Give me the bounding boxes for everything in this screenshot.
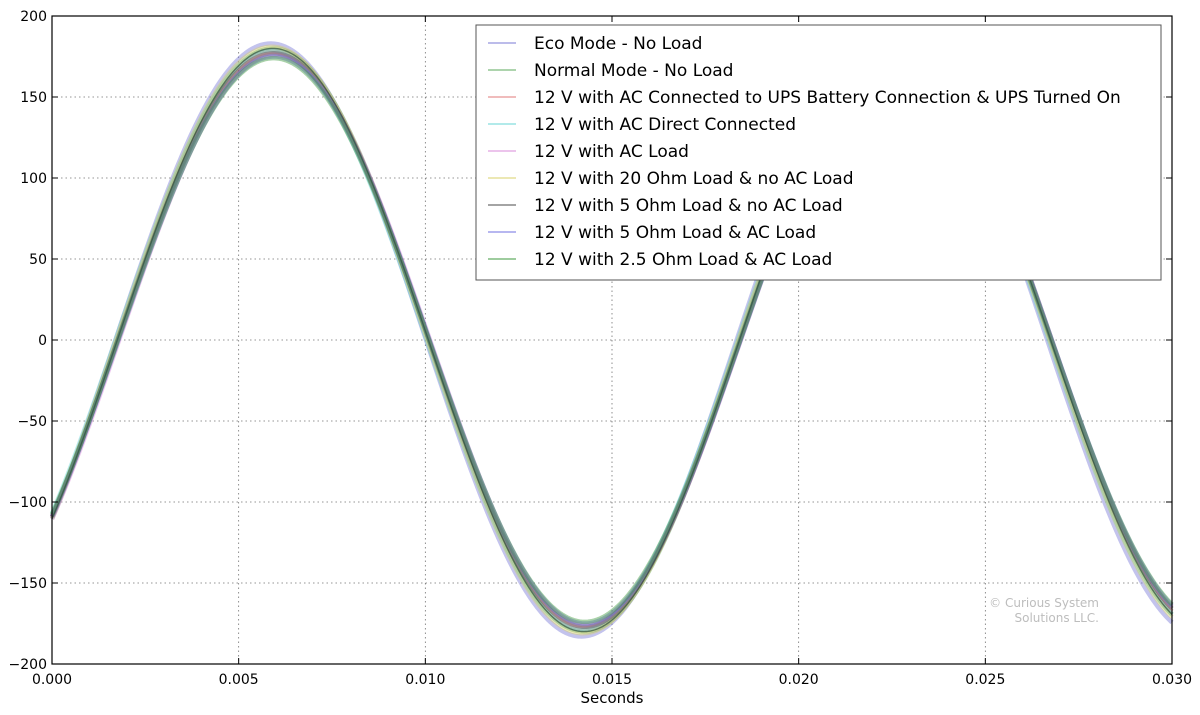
legend-box — [475, 24, 1162, 281]
y-tick-labels: 200 150 100 50 0 −50 −100 −150 −200 — [9, 9, 47, 673]
legend-entry: 12 V with AC Connected to UPS Battery Co… — [534, 88, 1121, 108]
x-tick-label: 0.025 — [965, 672, 1005, 688]
y-tick-label: −200 — [9, 657, 47, 673]
legend-entry: 12 V with 2.5 Ohm Load & AC Load — [534, 250, 832, 270]
legend-entry: Normal Mode - No Load — [534, 61, 733, 81]
tick-layer — [51, 15, 1173, 665]
y-tick-label: 0 — [38, 333, 47, 349]
legend-entry: 12 V with 20 Ohm Load & no AC Load — [534, 169, 854, 189]
legend-entry: 12 V with 5 Ohm Load & AC Load — [534, 223, 816, 243]
legend-entry: 12 V with 5 Ohm Load & no AC Load — [534, 196, 843, 216]
x-tick-label: 0.010 — [405, 672, 445, 688]
y-tick-label: −50 — [17, 414, 47, 430]
x-tick-label: 0.030 — [1152, 672, 1192, 688]
legend-entry: 12 V with AC Direct Connected — [534, 115, 796, 135]
x-tick-labels: 0.000 0.005 0.010 0.015 0.020 0.025 0.030 — [32, 672, 1192, 688]
x-tick-label: 0.000 — [32, 672, 72, 688]
y-tick-label: 200 — [20, 9, 47, 25]
y-tick-label: 100 — [20, 171, 47, 187]
watermark-line-1: © Curious System — [989, 596, 1099, 610]
x-tick-label: 0.005 — [219, 672, 259, 688]
watermark-line-2: Solutions LLC. — [1014, 611, 1099, 625]
legend: Eco Mode - No Load Normal Mode - No Load 1… — [475, 24, 1162, 281]
x-axis-label: Seconds — [580, 689, 643, 707]
y-tick-label: 50 — [29, 252, 47, 268]
x-tick-label: 0.015 — [592, 672, 632, 688]
legend-entry: 12 V with AC Load — [534, 142, 689, 162]
x-tick-label: 0.020 — [779, 672, 819, 688]
y-tick-label: −150 — [9, 576, 47, 592]
y-tick-label: −100 — [9, 495, 47, 511]
copyright-watermark: © Curious System Solutions LLC. — [989, 596, 1099, 625]
legend-entry: Eco Mode - No Load — [534, 34, 702, 54]
y-tick-label: 150 — [20, 90, 47, 106]
